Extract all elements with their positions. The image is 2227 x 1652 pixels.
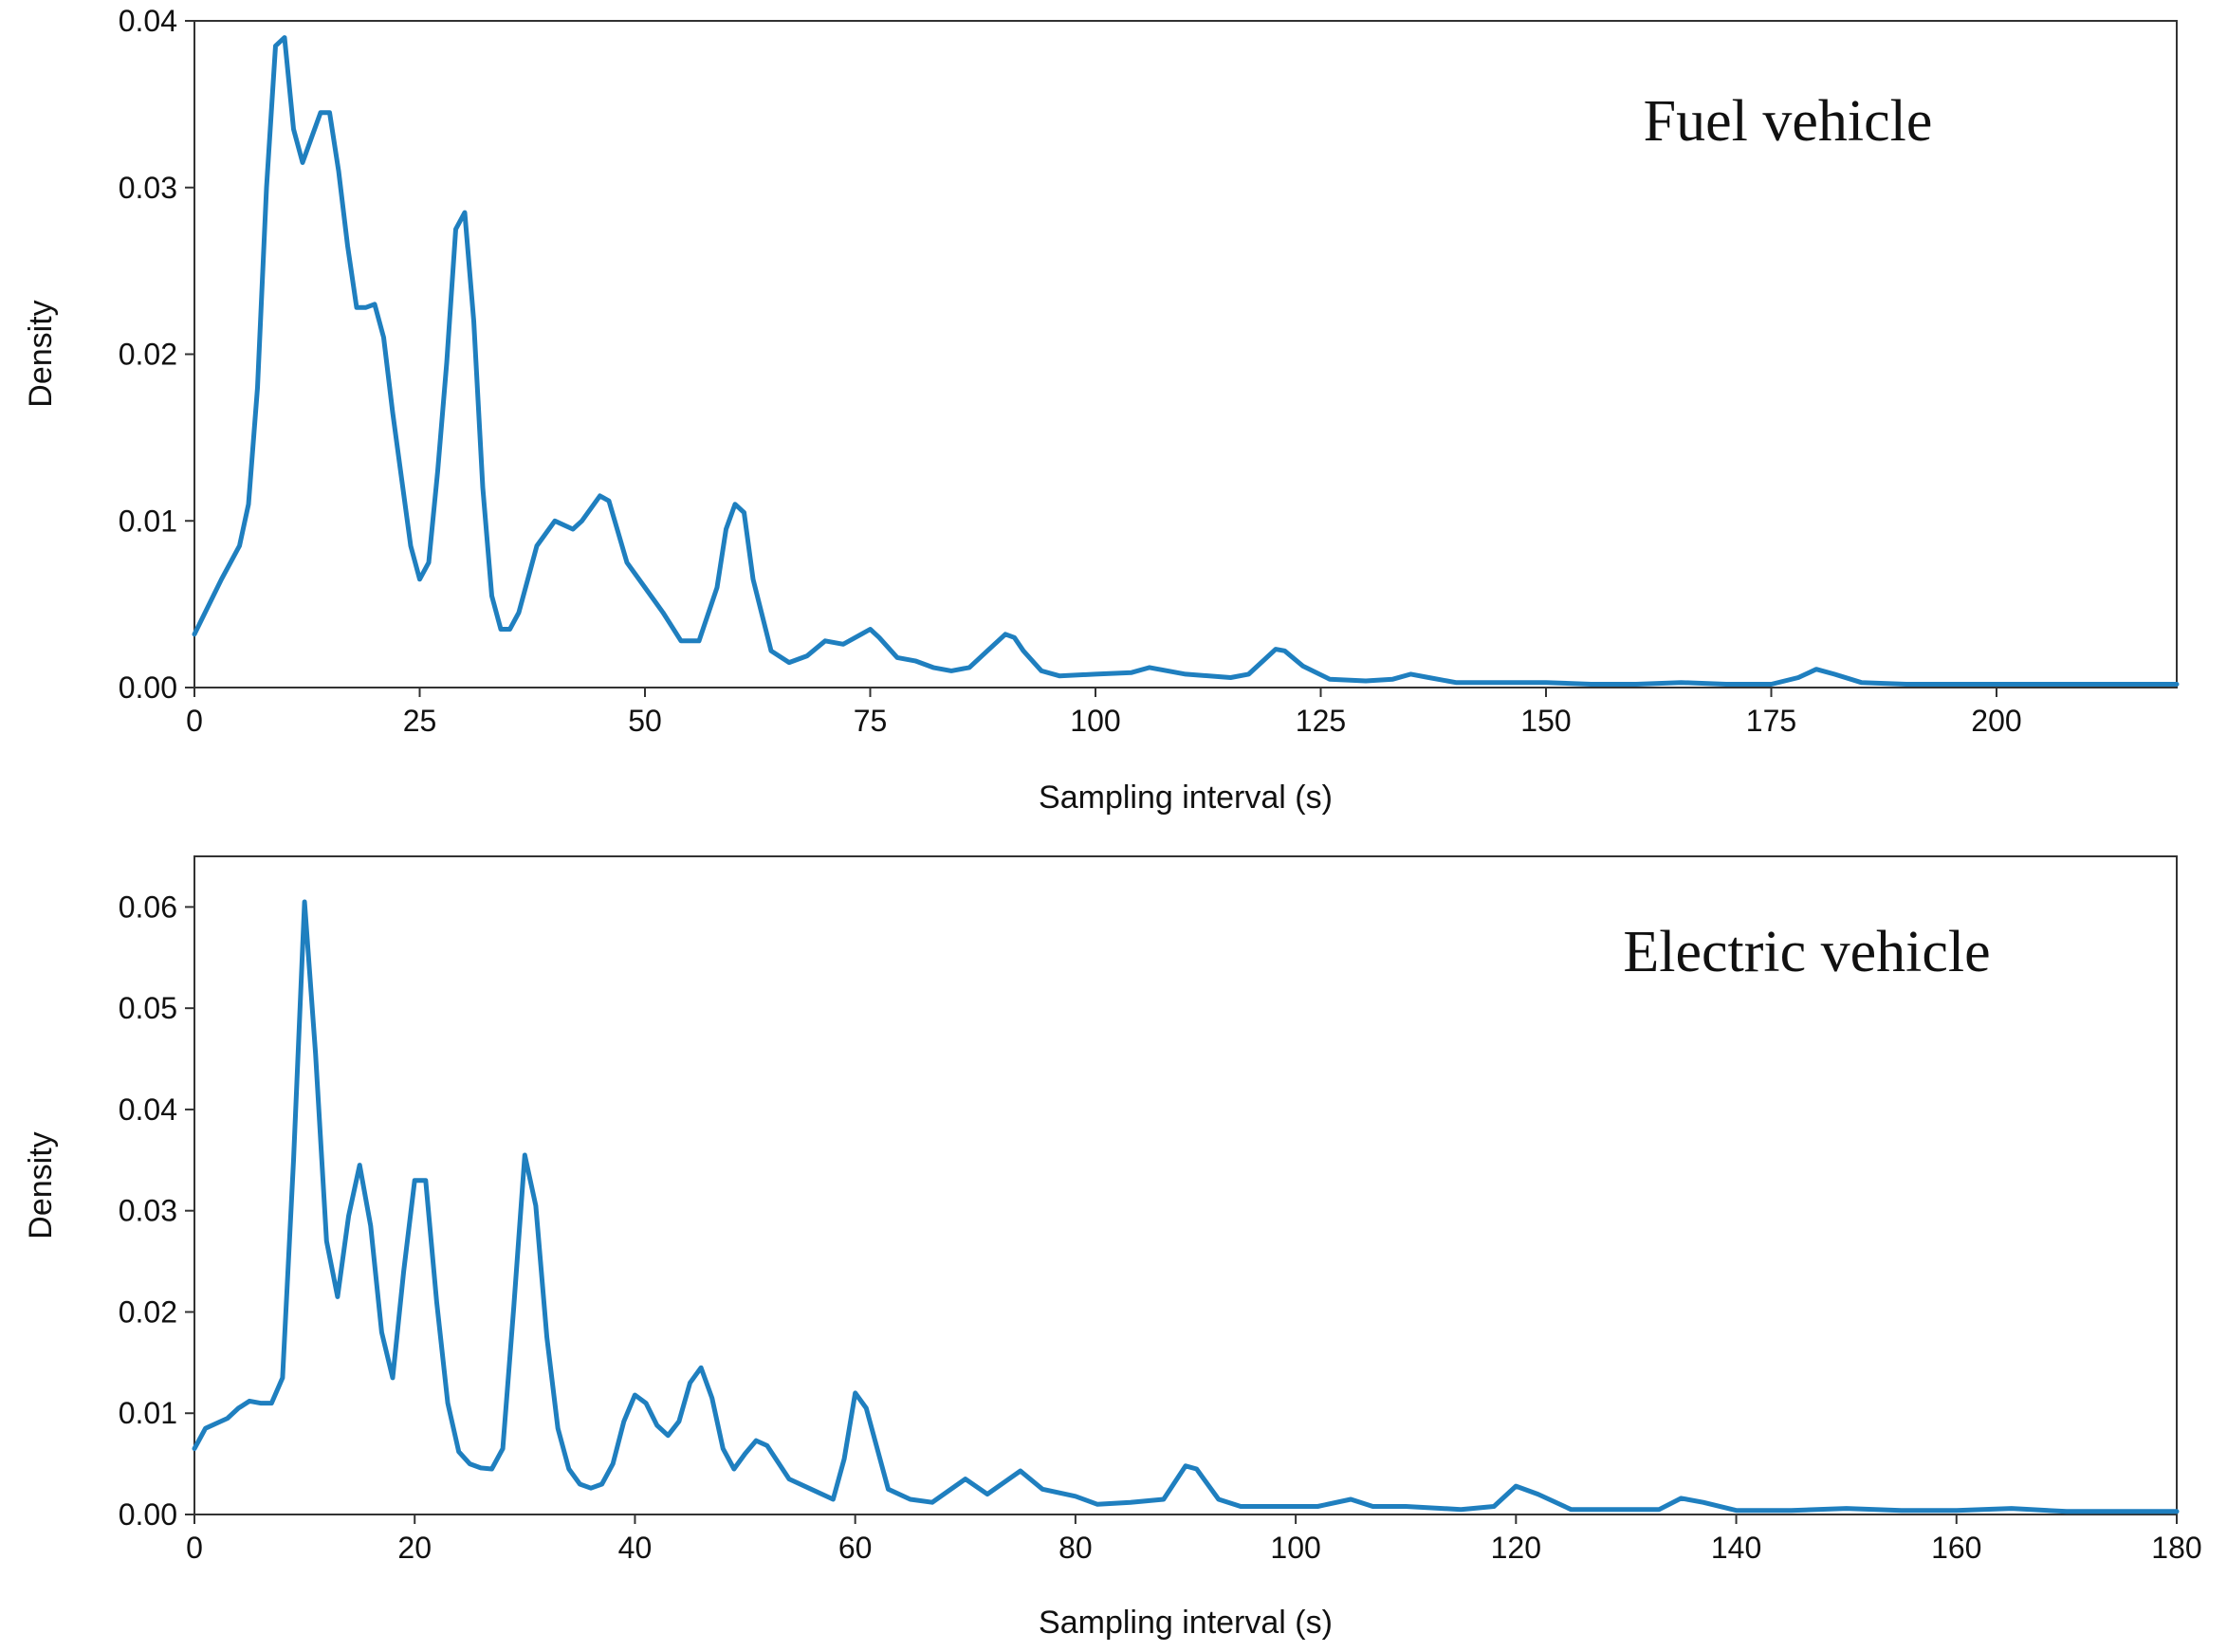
- fuel-x-tick-label: 75: [854, 704, 888, 738]
- electric-x-axis-label: Sampling interval (s): [1039, 1605, 1333, 1641]
- fuel-vehicle-panel: 0 25 50 75 100 125 150 175 200 0.00 0.01 0.02 0.03 0.…: [23, 4, 2180, 816]
- fuel-y-tick-label: 0.02: [119, 338, 177, 372]
- fuel-y-tick-label: 0.03: [119, 171, 177, 205]
- electric-y-tick-label: 0.06: [119, 890, 177, 924]
- fuel-x-axis-label: Sampling interval (s): [1039, 780, 1333, 816]
- fuel-y-tick-label: 0.04: [119, 4, 177, 38]
- electric-x-tick-label: 160: [1931, 1531, 1981, 1565]
- electric-tick-group: 0 20 40 60 80 100 120 140 160 180 0.00 0.01 0.02 0.03…: [119, 890, 2202, 1565]
- fuel-x-tick-label: 175: [1746, 704, 1796, 738]
- fuel-x-tick-label: 150: [1520, 704, 1571, 738]
- electric-x-tick-label: 80: [1058, 1531, 1093, 1565]
- electric-x-tick-label: 120: [1491, 1531, 1541, 1565]
- electric-y-axis-label: Density: [23, 1131, 59, 1239]
- electric-x-tick-label: 40: [618, 1531, 653, 1565]
- electric-density-line: [192, 899, 2180, 1514]
- electric-x-tick-label: 100: [1270, 1531, 1320, 1565]
- electric-y-tick-label: 0.03: [119, 1194, 177, 1228]
- electric-x-tick-label: 180: [2151, 1531, 2201, 1565]
- fuel-x-tick-label: 200: [1971, 704, 2021, 738]
- fuel-y-axis-label: Density: [23, 300, 59, 407]
- electric-x-tick-label: 140: [1711, 1531, 1761, 1565]
- fuel-tick-group: 0 25 50 75 100 125 150 175 200 0.00 0.01 0.02 0.03 0.…: [119, 4, 2022, 738]
- electric-x-tick-label: 60: [838, 1531, 873, 1565]
- fuel-x-tick-label: 50: [628, 704, 662, 738]
- fuel-density-line: [192, 35, 2180, 687]
- electric-y-tick-label: 0.01: [119, 1396, 177, 1430]
- electric-vehicle-panel: 0 20 40 60 80 100 120 140 160 180 0.00 0.01 0.02 0.03…: [23, 855, 2202, 1641]
- fuel-x-tick-label: 100: [1070, 704, 1120, 738]
- electric-y-tick-label: 0.04: [119, 1092, 177, 1127]
- fuel-panel-title: Fuel vehicle: [1644, 89, 1933, 154]
- fuel-x-tick-label: 125: [1296, 704, 1346, 738]
- electric-y-tick-label: 0.02: [119, 1294, 177, 1329]
- fuel-x-tick-label: 25: [403, 704, 437, 738]
- electric-panel-title: Electric vehicle: [1623, 920, 1990, 984]
- electric-y-tick-label: 0.00: [119, 1497, 177, 1532]
- electric-x-tick-label: 20: [397, 1531, 432, 1565]
- fuel-y-tick-label: 0.01: [119, 504, 177, 538]
- electric-x-tick-label: 0: [186, 1531, 203, 1565]
- fuel-y-tick-label: 0.00: [119, 670, 177, 705]
- electric-plot-frame: [193, 855, 2178, 1515]
- fuel-x-tick-label: 0: [186, 704, 203, 738]
- electric-y-tick-label: 0.05: [119, 991, 177, 1025]
